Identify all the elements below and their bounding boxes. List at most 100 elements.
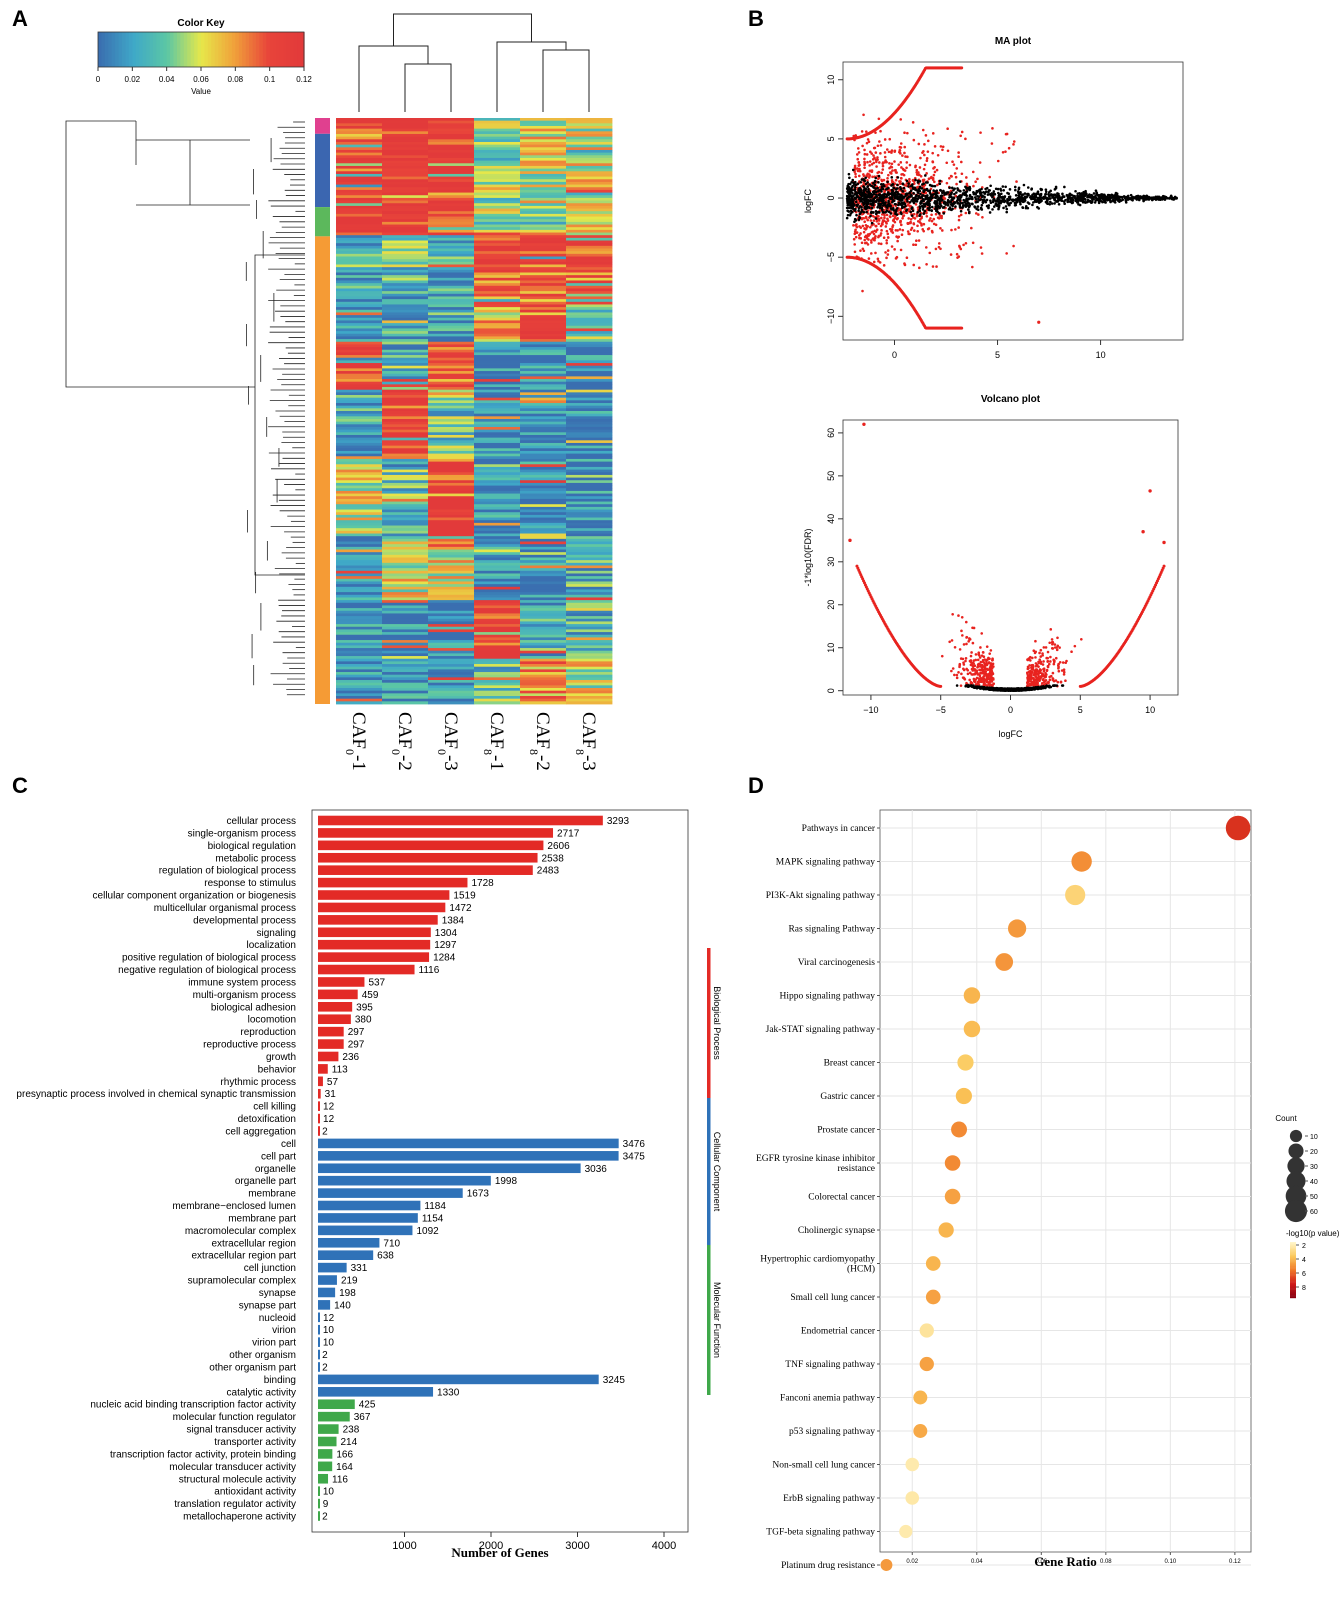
heatmap-cell [566,474,613,478]
ma-point-sig [884,225,888,228]
ma-point-sig [919,156,922,160]
heatmap-cell [428,331,475,335]
ma-point [1061,192,1064,196]
ma-point [1044,190,1048,194]
heatmap-cell [428,363,475,367]
heatmap-cell [336,674,383,678]
heatmap-cell [566,533,613,537]
heatmap-cell [382,179,429,183]
heatmap-cell [474,403,521,407]
ma-point [935,208,939,211]
heatmap-cell [382,445,429,449]
ma-point [924,174,927,177]
heatmap-cell [520,187,567,191]
ma-point-sig [893,160,896,163]
heatmap-cell [382,285,429,289]
color-key-swatch [286,32,291,67]
heatmap-cell [336,405,383,409]
heatmap-cell [474,424,521,428]
heatmap-cell [566,698,613,702]
heatmap-cell [566,629,613,633]
ma-point [873,183,877,187]
heatmap-cell [428,594,475,598]
heatmap-cell [474,600,521,604]
heatmap-cell [382,357,429,361]
ma-point-sig [866,218,870,222]
ma-point-sig [867,257,871,260]
ma-point-sig [949,253,953,256]
ma-point [1016,198,1020,201]
ma-point [967,211,971,215]
ma-point [985,198,989,202]
ma-point [1045,198,1049,201]
ma-point-sig [1015,180,1018,183]
heatmap-cell [428,349,475,353]
heatmap-cell [520,288,567,292]
heatmap-cell [336,197,383,201]
ma-point [956,201,959,205]
y-tick-label: 0 [826,196,836,201]
ma-point [916,189,920,192]
ma-point [950,186,954,190]
heatmap-cell [520,448,567,452]
heatmap-cell [336,549,383,553]
ma-point-sig [980,252,984,255]
heatmap-cell [336,688,383,692]
ma-point [978,198,981,202]
heatmap-cell [566,147,613,151]
ma-point-sig [878,186,882,189]
x-tick-label: −5 [936,705,946,715]
heatmap-cell [520,472,567,476]
volcano-point-sig [1064,661,1068,665]
heatmap-cell [520,125,567,130]
heatmap-cell [566,368,613,372]
heatmap-cell [520,320,567,324]
heatmap-cell [520,461,567,465]
heatmap-cell [566,464,613,468]
heatmap-cell [428,429,475,433]
heatmap-cell [566,568,613,572]
heatmap-cell [566,434,613,439]
heatmap-cell [336,661,383,665]
ma-point-sig [906,155,909,159]
ma-point-sig [886,219,890,222]
heatmap-cell [520,291,567,295]
sample-label-suffix: -3 [440,755,461,771]
ma-point [997,207,1000,211]
heatmap-cell [428,605,475,609]
volcano-point-sig [1032,649,1036,653]
heatmap-cell [520,392,567,396]
ma-point [916,211,919,214]
ma-point [870,206,874,210]
heatmap-cell [428,163,475,167]
dendrogram-branch [496,41,567,112]
ma-point-sig [925,263,928,266]
ma-point [917,194,921,198]
heatmap-cell [428,565,475,569]
heatmap-cell [336,568,383,572]
heatmap-cell [474,552,521,556]
ma-point-sig [929,176,933,180]
ma-point-sig [854,175,857,179]
heatmap-cell [566,536,613,540]
heatmap-cell [520,458,567,463]
heatmap-cell [428,437,475,441]
ma-point-sig [886,176,889,180]
ma-point [911,206,914,209]
ma-point [921,197,925,201]
heatmap-cell [520,514,567,518]
heatmap-cell [474,275,521,279]
sample-label: CAF0-1 [343,712,369,771]
ma-point [1015,200,1019,203]
heatmap-cell [566,291,613,295]
heatmap-cell [336,664,383,668]
heatmap-cell [428,381,475,385]
ma-point-sig [857,161,860,164]
heatmap-cell [428,421,475,425]
heatmap-cell [336,149,383,154]
heatmap-cell [566,613,613,617]
ma-point [937,204,940,208]
ma-point-sig [1004,150,1007,153]
heatmap-cell [336,264,383,268]
ma-point-sig [899,142,903,145]
